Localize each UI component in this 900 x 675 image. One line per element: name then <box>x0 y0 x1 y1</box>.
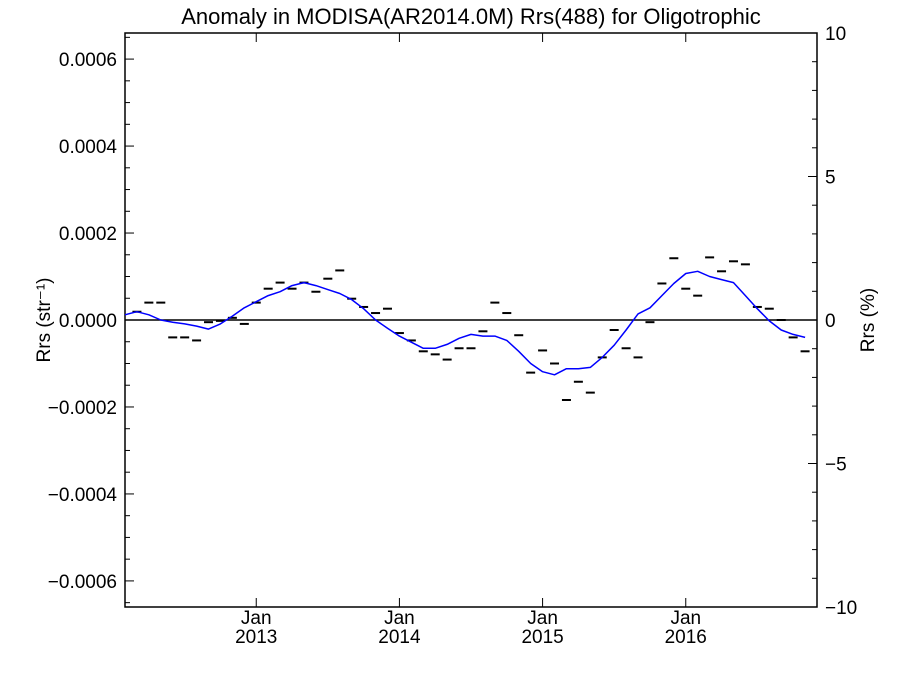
x-tick-label-year: 2013 <box>235 627 277 648</box>
y-tick-label-left: −0.0004 <box>48 485 118 506</box>
x-tick-label-year: 2014 <box>378 627 421 648</box>
y-tick-label-left: 0.0006 <box>59 50 117 71</box>
x-tick-label-month: Jan <box>670 608 701 629</box>
y-tick-label-right: 10 <box>825 24 846 45</box>
chart-title: Anomaly in MODISA(AR2014.0M) Rrs(488) fo… <box>181 4 761 29</box>
smoothed-anomaly-line <box>124 270 806 376</box>
x-tick-label-month: Jan <box>241 608 272 629</box>
y-tick-label-right: 5 <box>825 168 836 189</box>
axis-ticks <box>125 32 817 608</box>
series-group <box>124 256 810 402</box>
y-tick-label-left: −0.0006 <box>48 572 117 593</box>
y-tick-label-right: −5 <box>825 455 847 476</box>
x-tick-label-month: Jan <box>527 608 558 629</box>
x-tick-label-month: Jan <box>384 608 415 629</box>
x-tick-label-year: 2015 <box>521 627 563 648</box>
x-tick-label-year: 2016 <box>665 627 707 648</box>
tick-labels: 0.0006 0.0004 0.0002 0.0000 −0.0002 −0.0004 −0… <box>48 24 857 648</box>
y-tick-label-left: 0.0002 <box>59 224 117 245</box>
y-tick-label-right: −10 <box>825 598 857 619</box>
y-axis-label-left: Rrs (str⁻¹) <box>34 278 55 363</box>
y-tick-label-left: −0.0002 <box>48 398 117 419</box>
y-tick-label-left: 0.0000 <box>59 311 117 332</box>
y-axis-label-right: Rrs (%) <box>858 288 879 352</box>
y-tick-label-left: 0.0004 <box>59 137 118 158</box>
y-tick-label-right: 0 <box>825 311 836 332</box>
